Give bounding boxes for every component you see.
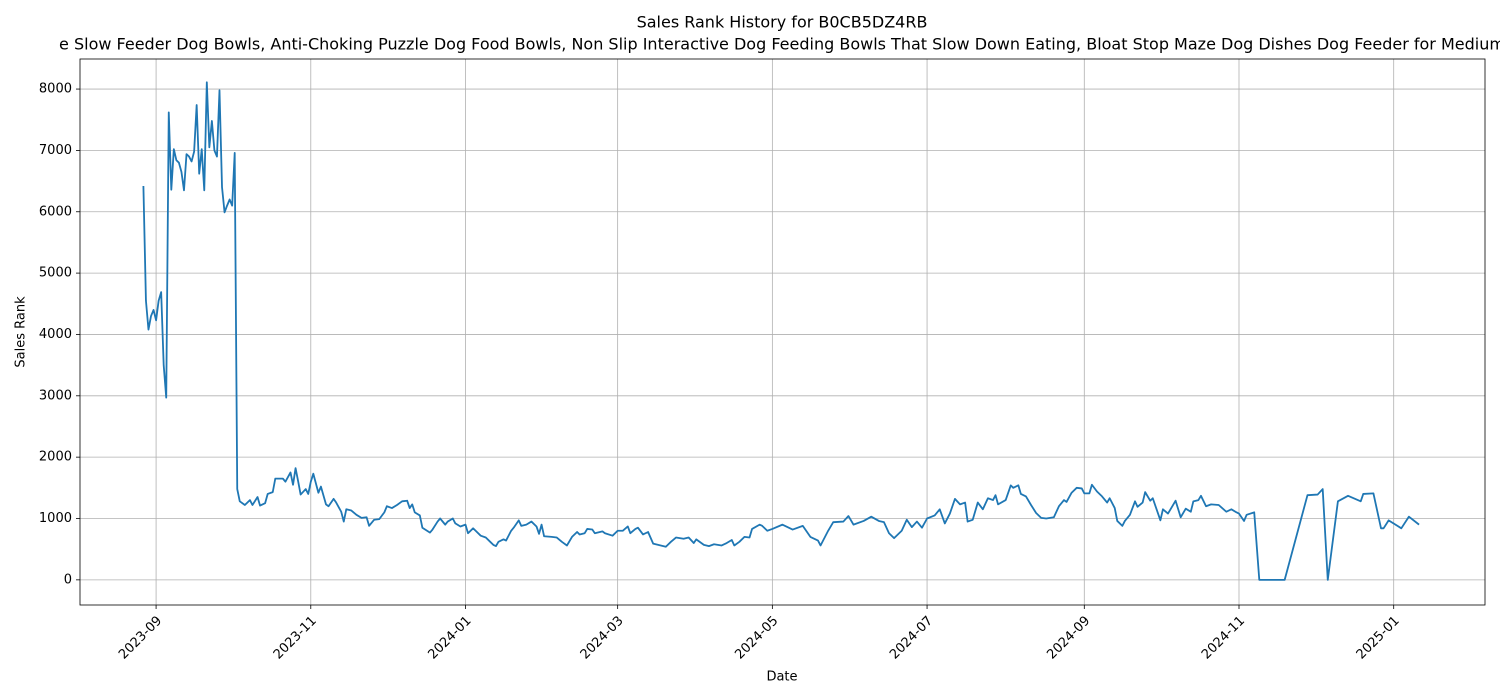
line-series bbox=[142, 81, 1420, 581]
label-layer: 0 1000 2000 3000 4000 5000 6000 7000 8000 2023-09… bbox=[39, 82, 1403, 663]
y-tick-label: 7000 bbox=[39, 143, 72, 158]
y-tick-label: 8000 bbox=[39, 82, 72, 97]
x-tick-label: 2024-07 bbox=[887, 613, 936, 662]
y-axis-label: Sales Rank bbox=[14, 296, 29, 368]
y-tick-label: 1000 bbox=[39, 511, 72, 526]
x-axis-label: Date bbox=[766, 670, 797, 685]
x-tick-label: 2024-01 bbox=[426, 613, 475, 662]
x-tick-label: 2025-01 bbox=[1354, 613, 1403, 662]
x-tick-label: 2024-11 bbox=[1199, 613, 1248, 662]
y-tick-label: 4000 bbox=[39, 327, 72, 342]
plot-frame bbox=[79, 58, 1486, 606]
y-tick-label: 6000 bbox=[39, 204, 72, 219]
y-tick-label: 2000 bbox=[39, 450, 72, 465]
x-tick-label: 2024-03 bbox=[578, 613, 627, 662]
y-tick-label: 3000 bbox=[39, 388, 72, 403]
y-tick-label: 0 bbox=[64, 572, 72, 587]
grid-layer bbox=[80, 59, 1485, 605]
chart-title: Sales Rank History for B0CB5DZ4RB bbox=[637, 13, 928, 32]
x-tick-label: 2024-05 bbox=[732, 613, 781, 662]
chart-subtitle: e Slow Feeder Dog Bowls, Anti-Choking Pu… bbox=[59, 35, 1500, 54]
plot-layer bbox=[142, 81, 1420, 581]
x-tick-label: 2023-11 bbox=[271, 613, 320, 662]
y-tick-label: 5000 bbox=[39, 266, 72, 281]
x-tick-label: 2023-09 bbox=[116, 613, 165, 662]
x-tick-label: 2024-09 bbox=[1044, 613, 1093, 662]
